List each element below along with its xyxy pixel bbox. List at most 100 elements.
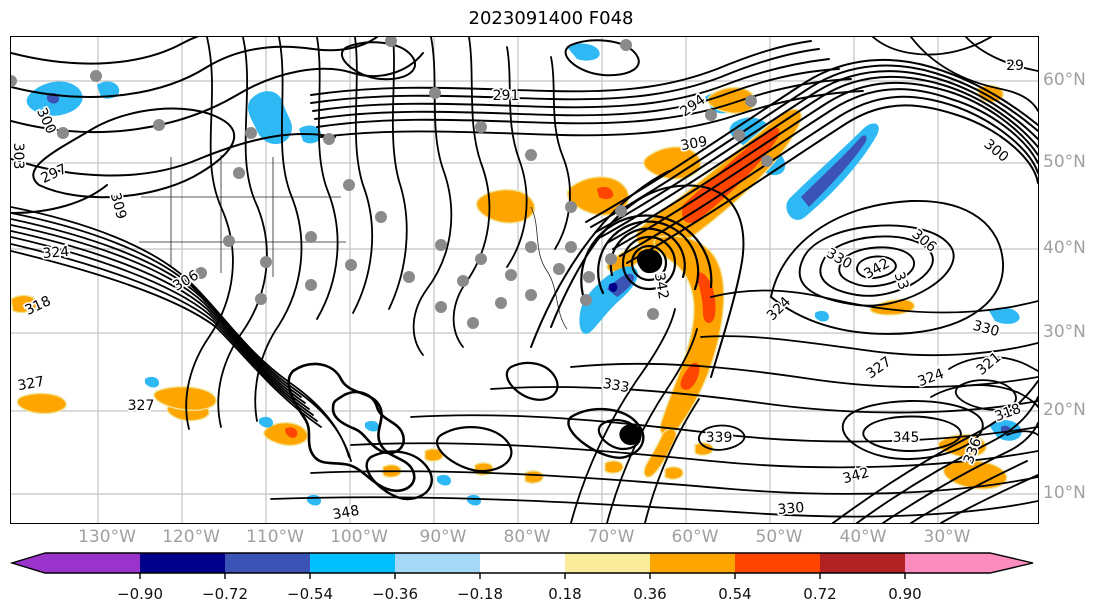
station-dot xyxy=(345,259,357,271)
contour-label: 330 xyxy=(777,500,805,518)
contour-line xyxy=(841,400,984,460)
colorbar-under-arrow xyxy=(12,553,45,573)
latitude-tick-label: 50°N xyxy=(1043,152,1086,172)
station-dot xyxy=(260,256,272,268)
contour-line xyxy=(11,37,200,65)
contour-line xyxy=(310,48,820,104)
contour-label: 291 xyxy=(493,88,520,104)
contour-line xyxy=(564,39,640,77)
contour-line xyxy=(798,224,955,307)
colorbar-tick-label: 0.90 xyxy=(888,585,921,603)
colorbar-tick-label: −0.18 xyxy=(457,585,503,603)
colorbar-segment xyxy=(395,553,480,573)
station-dot xyxy=(90,70,102,82)
contour-line xyxy=(856,396,1038,523)
station-dot xyxy=(195,267,207,279)
contour-line xyxy=(698,424,746,451)
shaded-anomaly-patch xyxy=(801,135,867,207)
contour-label: 342 xyxy=(651,271,671,300)
station-dot xyxy=(615,205,627,217)
contour-line xyxy=(595,70,1038,233)
shaded-anomaly-patch xyxy=(815,310,829,322)
station-dot xyxy=(11,75,17,87)
contour-label: 324 xyxy=(764,294,794,324)
station-dot xyxy=(245,127,257,139)
shaded-anomaly-patch xyxy=(11,294,38,314)
station-dot xyxy=(553,263,565,275)
station-dot xyxy=(57,127,69,139)
contour-label: 309 xyxy=(679,134,708,154)
contour-map-canvas: 291 2942973003003033063063093092931831832… xyxy=(11,37,1038,523)
contour-line xyxy=(316,78,852,128)
contour-line xyxy=(11,212,352,462)
colorbar-segment xyxy=(45,553,140,573)
shaded-anomaly-patch xyxy=(365,420,379,432)
latitude-tick-label: 40°N xyxy=(1043,238,1086,258)
contour-line xyxy=(965,37,1038,72)
contour-line xyxy=(350,442,1038,469)
contour-line xyxy=(590,64,1038,228)
contour-line xyxy=(567,407,645,459)
shaded-anomaly-patch xyxy=(643,428,677,478)
shaded-anomaly-patch xyxy=(16,392,67,415)
contour-line xyxy=(352,37,374,314)
contour-line xyxy=(550,184,745,378)
shaded-anomaly-patch xyxy=(285,427,298,438)
latitude-tick-label: 10°N xyxy=(1043,483,1086,503)
contour-line xyxy=(872,37,992,56)
contour-line xyxy=(838,246,916,288)
contour-line xyxy=(310,40,812,96)
longitude-tick-label: 80°W xyxy=(503,527,551,547)
station-dot xyxy=(705,109,717,121)
contour-line xyxy=(882,422,1038,523)
station-dot xyxy=(343,179,355,191)
station-dot xyxy=(745,95,757,107)
contour-line xyxy=(270,496,1038,518)
contour-line xyxy=(630,244,668,282)
station-dot xyxy=(403,271,415,283)
map-plot-area: 291 294 297 300 300 303 306 306 309 309 29 318 318 32… xyxy=(10,36,1039,524)
colorbar-tick-label: −0.72 xyxy=(202,585,248,603)
station-dot xyxy=(305,231,317,243)
colorbar-segment xyxy=(820,553,905,573)
colorbar: −0.90 −0.72 −0.54 −0.36 −0.18 0.18 0.36 0.54 0.7… xyxy=(9,552,1034,603)
contour-line xyxy=(331,390,405,455)
contour-line xyxy=(11,236,314,416)
shaded-anomaly-patch xyxy=(567,43,600,61)
station-dot xyxy=(385,37,397,47)
contour-line xyxy=(365,450,433,501)
station-dot xyxy=(620,39,632,51)
shaded-anomaly-patch xyxy=(259,416,273,428)
contour-line xyxy=(11,206,350,458)
contour-label: 327 xyxy=(863,354,894,382)
station-dot xyxy=(223,235,235,247)
colorbar-tick-label: 0.18 xyxy=(548,585,581,603)
contour-line xyxy=(436,426,513,473)
longitude-tick-label: 40°W xyxy=(839,527,887,547)
colorbar-segment xyxy=(310,553,395,573)
contour-line xyxy=(314,68,840,120)
contour-line xyxy=(310,470,1038,495)
contour-line xyxy=(11,184,108,214)
station-dot xyxy=(153,119,165,131)
shaded-anomaly-patch xyxy=(989,307,1020,324)
contour-label: 345 xyxy=(893,430,920,446)
contour-label: 303 xyxy=(11,143,26,170)
colorbar-segment xyxy=(650,553,735,573)
latitude-tick-label: 30°N xyxy=(1043,322,1086,342)
longitude-tick-label: 130°W xyxy=(78,527,136,547)
latitude-tick-label: 20°N xyxy=(1043,400,1086,420)
geography-border-line xyxy=(530,206,568,330)
longitude-tick-label: 100°W xyxy=(330,527,388,547)
station-dot xyxy=(505,269,517,281)
contour-line xyxy=(505,361,559,401)
contour-line xyxy=(11,230,310,410)
contour-label: 324 xyxy=(42,244,70,262)
contour-line xyxy=(910,460,1028,523)
contour-line xyxy=(856,255,897,279)
contour-line xyxy=(312,58,830,112)
contour-label: 339 xyxy=(706,430,733,446)
station-dot xyxy=(233,167,245,179)
station-dot xyxy=(565,201,577,213)
